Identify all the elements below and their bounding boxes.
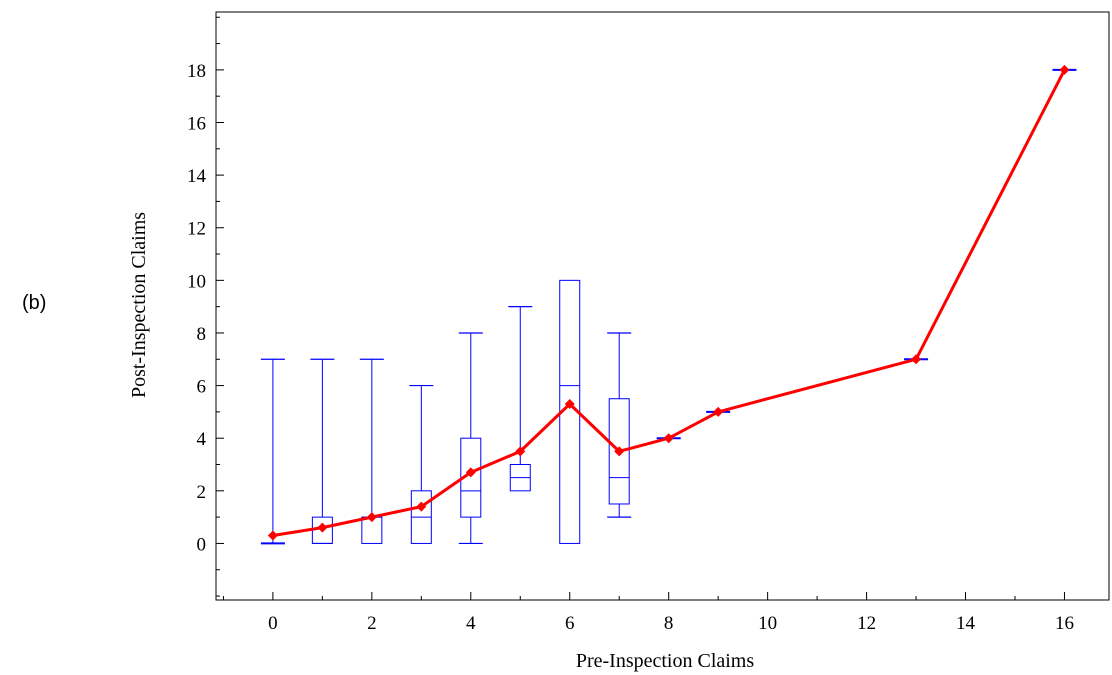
mean-point — [713, 406, 724, 417]
mean-line — [272, 69, 1066, 538]
box-plot-3 — [409, 384, 434, 544]
y-tick-label: 14 — [187, 166, 207, 187]
mean-point — [564, 399, 575, 409]
y-axis-ticks: 0 2 4 6 8 10 12 14 16 18 — [187, 61, 224, 555]
mean-point — [317, 522, 328, 533]
x-axis-title: Pre-Inspection Claims — [576, 650, 755, 672]
x-tick-label: 10 — [758, 613, 777, 634]
box-plot-7 — [607, 332, 632, 518]
mean-point — [465, 467, 476, 478]
box-plot-5 — [508, 306, 533, 492]
y-tick-label: 16 — [187, 113, 206, 134]
y-tick-label: 10 — [187, 271, 206, 292]
y-tick-label: 2 — [197, 482, 207, 503]
y-tick-label: 0 — [197, 534, 207, 555]
x-tick-label: 8 — [664, 613, 674, 634]
x-tick-label: 0 — [268, 613, 278, 634]
iqr-box — [608, 398, 630, 505]
mean-point — [614, 446, 625, 457]
box-plots — [260, 68, 1077, 545]
x-tick-label: 14 — [956, 613, 976, 634]
y-tick-label: 12 — [187, 219, 206, 240]
y-axis-title: Post-Inspection Claims — [128, 212, 150, 398]
box-plot-1 — [310, 358, 335, 544]
y-tick-label: 18 — [187, 61, 206, 82]
mean-point — [267, 530, 278, 541]
mean-point — [1059, 64, 1070, 75]
x-axis-ticks: 0 2 4 6 8 10 12 14 16 — [268, 592, 1074, 634]
mean-point — [911, 354, 922, 365]
x-tick-label: 12 — [857, 613, 876, 634]
box-plot-0 — [260, 358, 285, 545]
mean-point — [663, 433, 674, 444]
mean-point — [366, 512, 377, 523]
mean-point — [416, 501, 427, 512]
y-tick-label: 6 — [197, 377, 207, 398]
x-tick-label: 2 — [367, 613, 377, 634]
y-tick-label: 8 — [197, 324, 207, 345]
mean-line-series — [267, 64, 1070, 541]
y-tick-label: 4 — [197, 429, 207, 450]
box-plot-4 — [458, 332, 483, 545]
plot-frame — [215, 11, 1110, 601]
x-tick-label: 6 — [565, 613, 575, 634]
x-tick-label: 16 — [1055, 613, 1074, 634]
panel-label: (b) — [22, 292, 46, 314]
mean-point — [515, 446, 526, 457]
x-tick-label: 4 — [466, 613, 476, 634]
minor-ticks — [216, 16, 1016, 600]
